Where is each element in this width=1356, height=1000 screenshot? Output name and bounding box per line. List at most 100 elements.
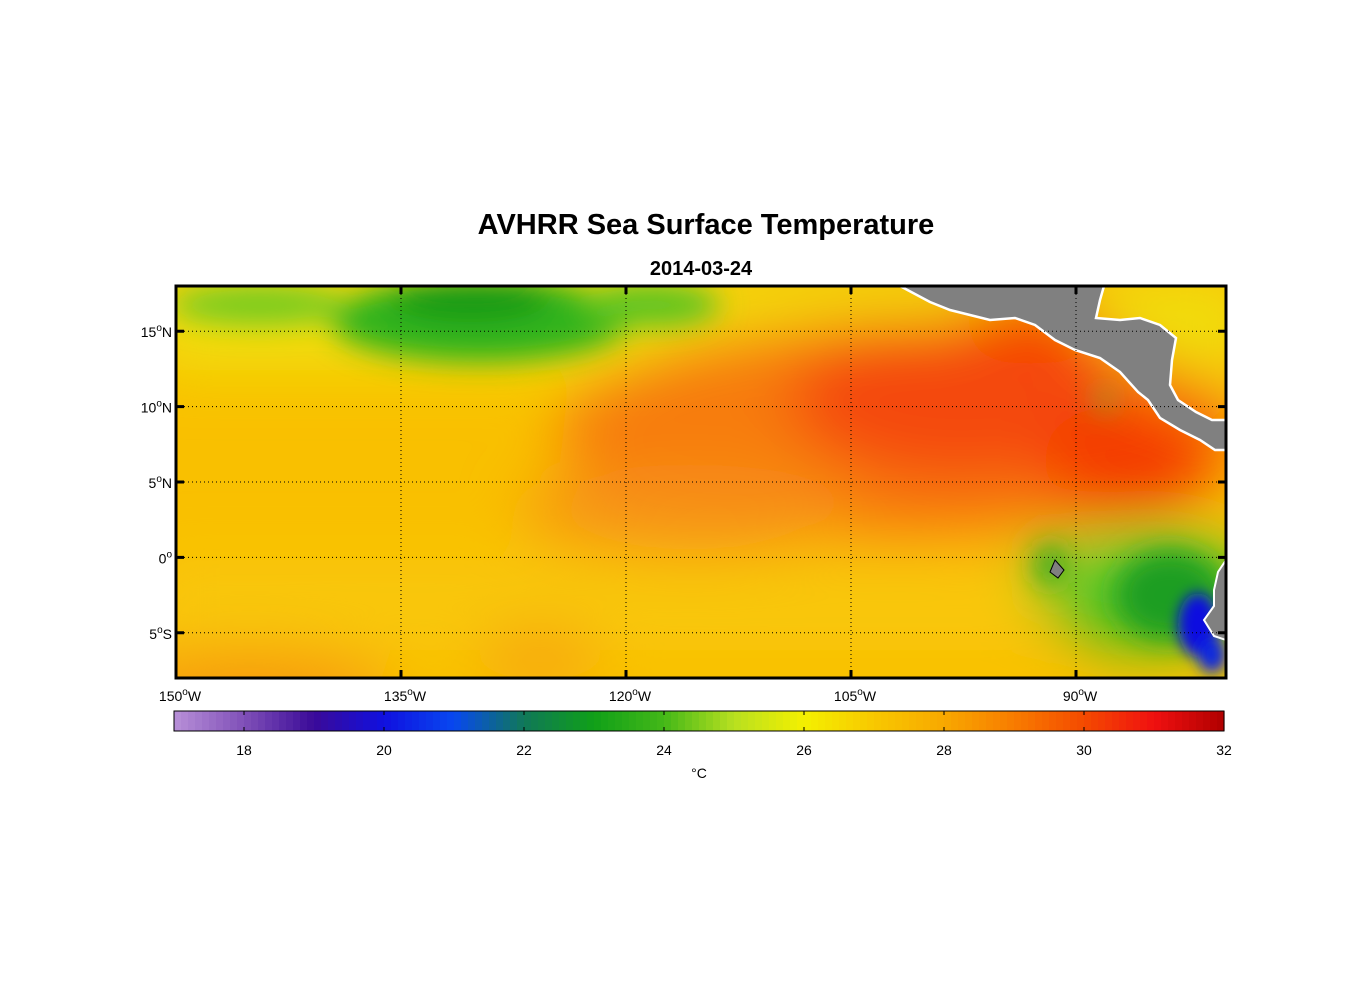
colorbar-step <box>769 711 777 731</box>
lat-label-5s: 5oS <box>149 625 172 642</box>
colorbar-frame <box>173 710 1225 732</box>
colorbar-step <box>216 711 224 731</box>
colorbar-step <box>958 711 966 731</box>
colorbar-step <box>657 711 665 731</box>
colorbar-step <box>1091 711 1099 731</box>
colorbar-step <box>1210 711 1218 731</box>
lat-label-10n: 10oN <box>141 399 172 416</box>
colorbar-step <box>552 711 560 731</box>
colorbar-unit: °C <box>691 765 707 781</box>
colorbar-step <box>496 711 504 731</box>
colorbar-step <box>720 711 728 731</box>
colorbar-step <box>405 711 413 731</box>
colorbar-step <box>321 711 329 731</box>
lon-label-150w: 150oW <box>159 687 202 704</box>
colorbar-step <box>363 711 371 731</box>
colorbar-step <box>181 711 189 731</box>
colorbar-step <box>517 711 525 731</box>
colorbar-step <box>762 711 770 731</box>
map-subtitle: 2014-03-24 <box>650 258 753 280</box>
colorbar-step <box>594 711 602 731</box>
colorbar-step <box>867 711 875 731</box>
colorbar-step <box>685 711 693 731</box>
colorbar-step <box>342 711 350 731</box>
colorbar-step <box>993 711 1001 731</box>
colorbar-step <box>1112 711 1120 731</box>
lon-label-135w: 135oW <box>384 687 427 704</box>
colorbar-step <box>1007 711 1015 731</box>
colorbar-step <box>608 711 616 731</box>
colorbar-step <box>1021 711 1029 731</box>
colorbar-step <box>426 711 434 731</box>
colorbar-step <box>636 711 644 731</box>
colorbar-step <box>286 711 294 731</box>
colorbar-step <box>783 711 791 731</box>
colorbar-step <box>468 711 476 731</box>
colorbar-step <box>916 711 924 731</box>
colorbar-step <box>195 711 203 731</box>
lon-label-105w: 105oW <box>834 687 877 704</box>
colorbar-step <box>727 711 735 731</box>
colorbar-step <box>797 711 805 731</box>
colorbar-step <box>923 711 931 731</box>
colorbar-step <box>622 711 630 731</box>
colorbar-step <box>1140 711 1148 731</box>
colorbar-step <box>580 711 588 731</box>
colorbar-step <box>1000 711 1008 731</box>
colorbar-step <box>475 711 483 731</box>
colorbar-step <box>1056 711 1064 731</box>
colorbar-step <box>272 711 280 731</box>
colorbar-step <box>279 711 287 731</box>
colorbar-label-20: 20 <box>376 742 392 758</box>
colorbar-step <box>1035 711 1043 731</box>
colorbar-step <box>1182 711 1190 731</box>
colorbar-step <box>1063 711 1071 731</box>
colorbar-step <box>937 711 945 731</box>
colorbar-step <box>965 711 973 731</box>
colorbar-step <box>1203 711 1211 731</box>
colorbar-step <box>1084 711 1092 731</box>
colorbar-step <box>972 711 980 731</box>
colorbar-step <box>391 711 399 731</box>
lat-label-0: 0o <box>159 549 173 566</box>
colorbar-step <box>1217 711 1225 731</box>
colorbar-step <box>419 711 427 731</box>
colorbar-step <box>328 711 336 731</box>
colorbar-step <box>1175 711 1183 731</box>
colorbar-step <box>566 711 574 731</box>
colorbar-step <box>1049 711 1057 731</box>
colorbar-step <box>979 711 987 731</box>
colorbar-step <box>713 711 721 731</box>
colorbar-step <box>440 711 448 731</box>
colorbar-step <box>1133 711 1141 731</box>
colorbar-step <box>692 711 700 731</box>
colorbar-step <box>832 711 840 731</box>
colorbar-step <box>881 711 889 731</box>
colorbar-step <box>846 711 854 731</box>
colorbar-step <box>370 711 378 731</box>
colorbar-step <box>825 711 833 731</box>
colorbar-ticks <box>243 711 1225 731</box>
colorbar-step <box>461 711 469 731</box>
colorbar-label-18: 18 <box>236 742 252 758</box>
colorbar-step <box>244 711 252 731</box>
colorbar-step <box>349 711 357 731</box>
colorbar-step <box>503 711 511 731</box>
colorbar-step <box>489 711 497 731</box>
colorbar-step <box>902 711 910 731</box>
colorbar-label-24: 24 <box>656 742 672 758</box>
colorbar-step <box>643 711 651 731</box>
colorbar-step <box>860 711 868 731</box>
colorbar-step <box>986 711 994 731</box>
colorbar-label-22: 22 <box>516 742 532 758</box>
colorbar-step <box>615 711 623 731</box>
colorbar-step <box>1070 711 1078 731</box>
colorbar-step <box>755 711 763 731</box>
colorbar-step <box>307 711 315 731</box>
colorbar-step <box>545 711 553 731</box>
colorbar-step <box>223 711 231 731</box>
colorbar-step <box>1014 711 1022 731</box>
colorbar-step <box>804 711 812 731</box>
colorbar-step <box>748 711 756 731</box>
map-title: AVHRR Sea Surface Temperature <box>478 209 935 241</box>
